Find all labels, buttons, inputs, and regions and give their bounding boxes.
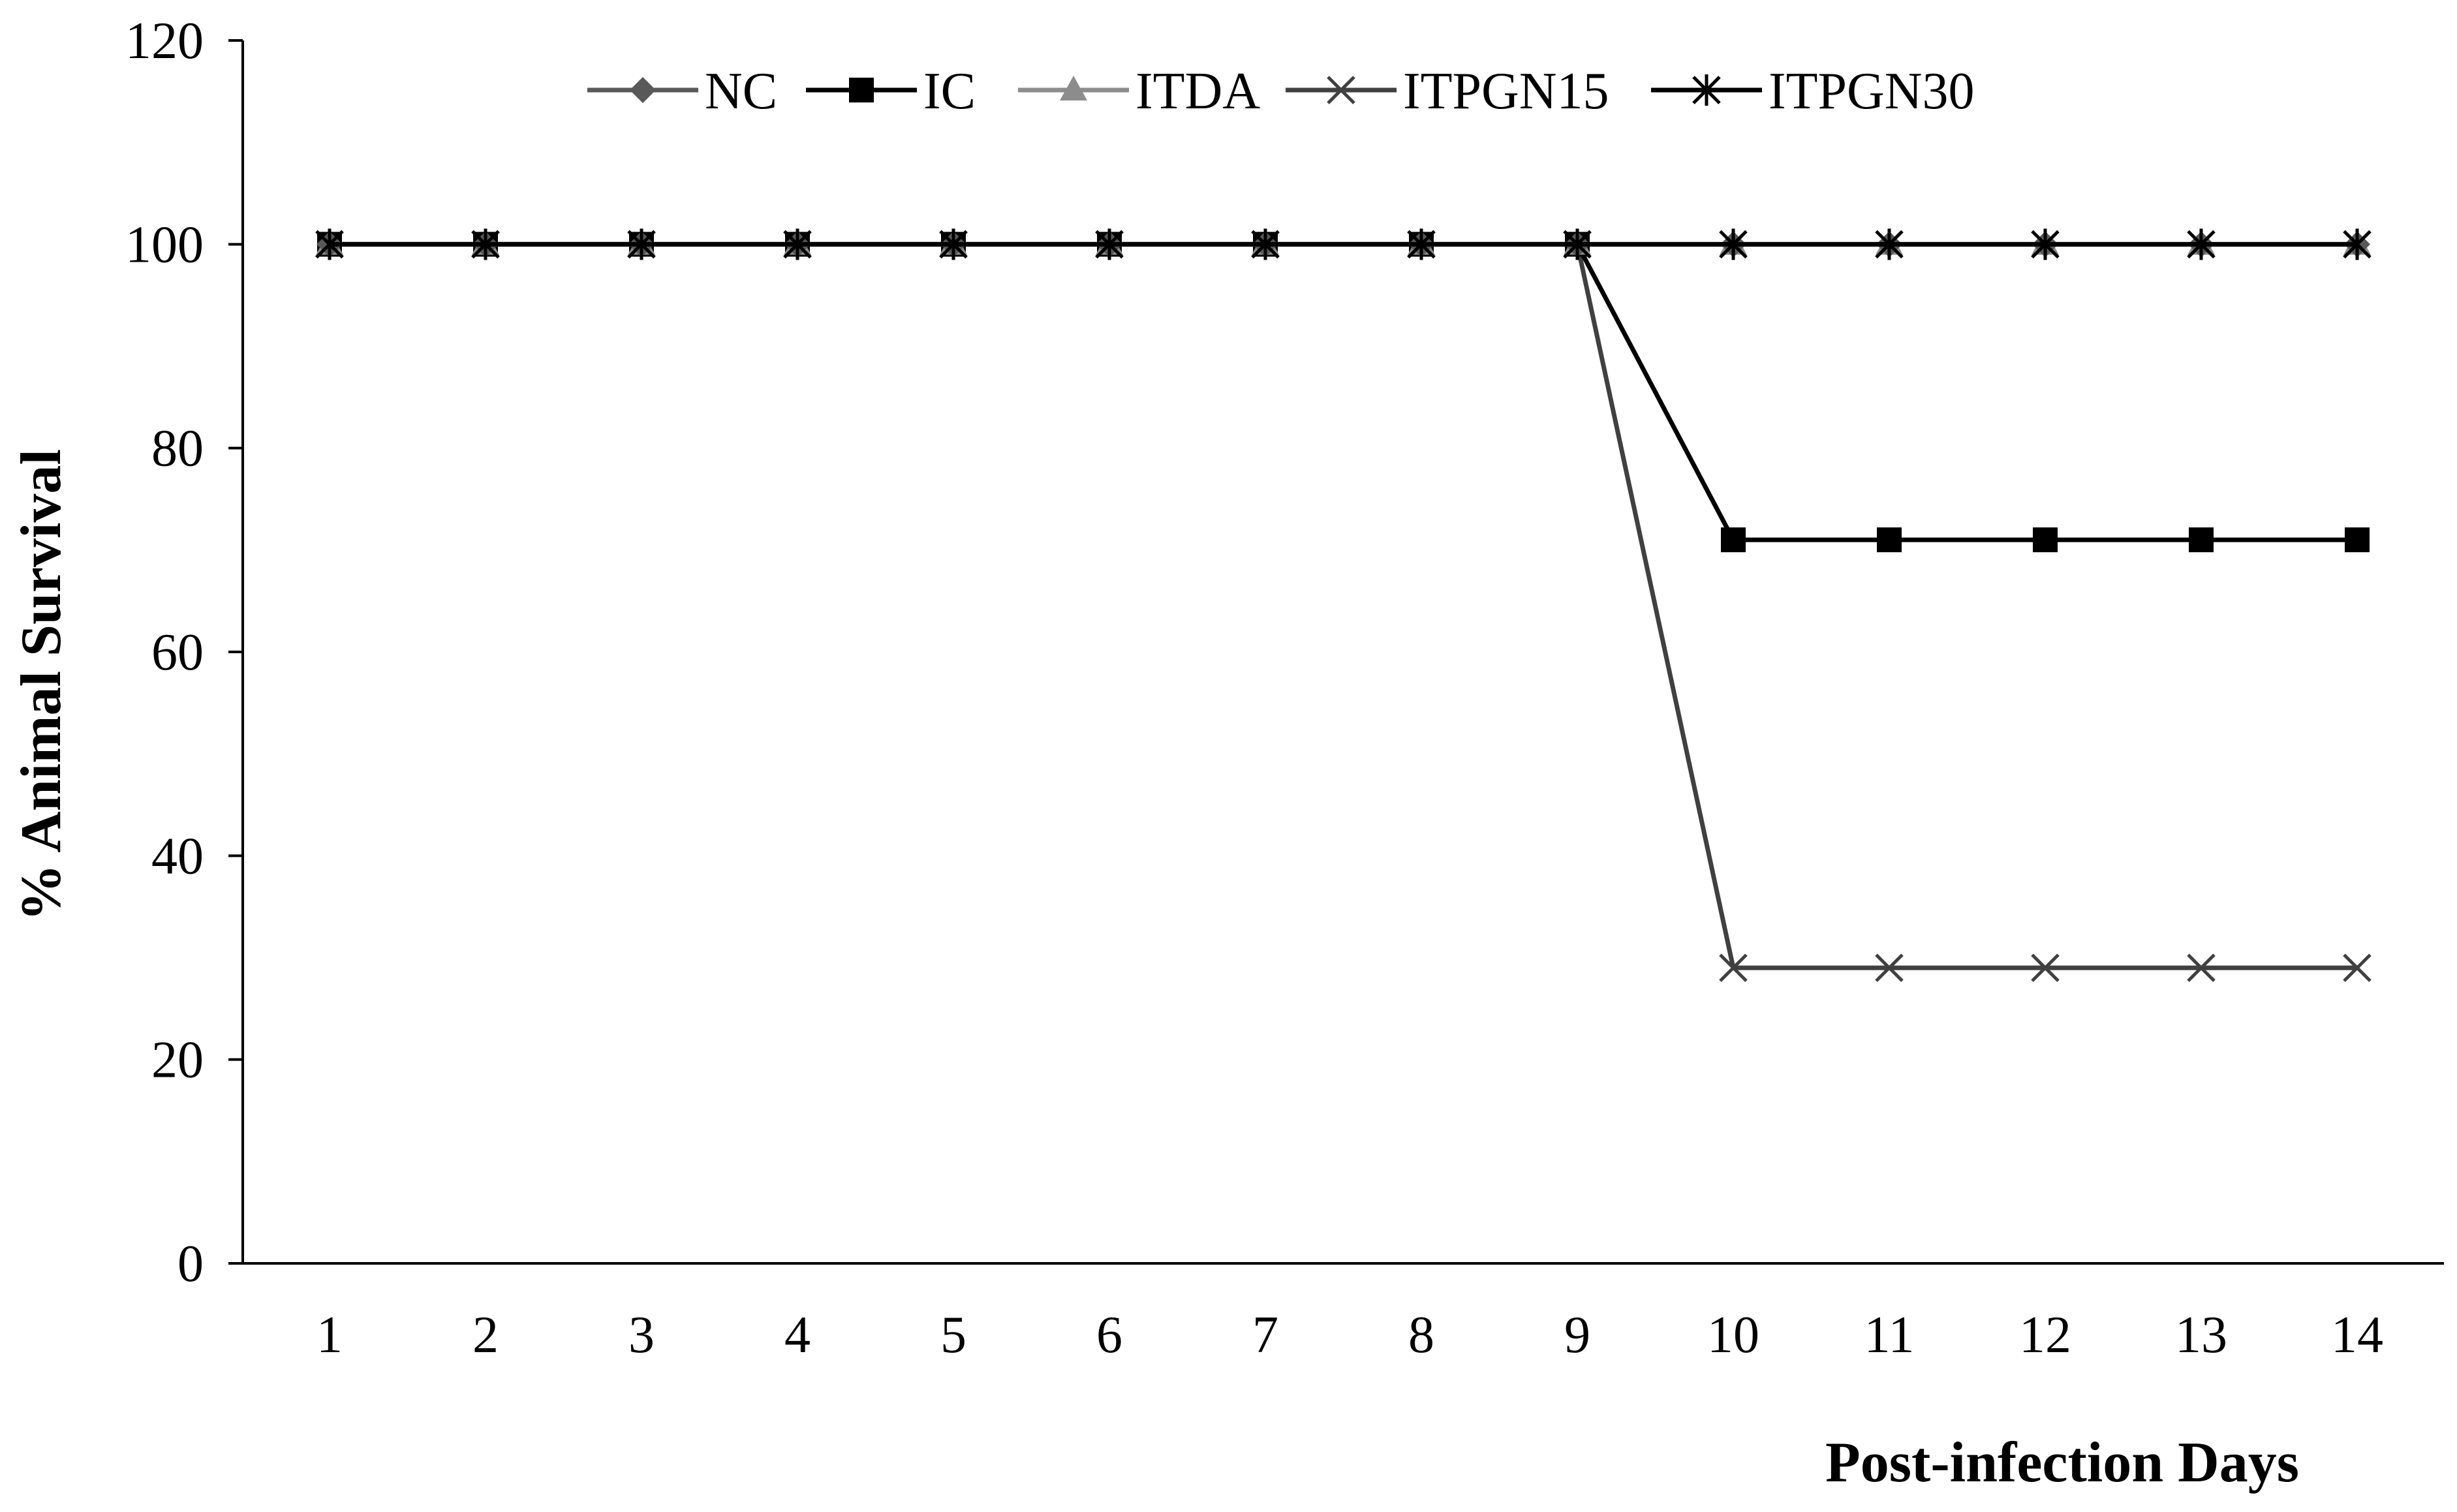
legend-label-itpgn15: ITPGN15 (1403, 63, 1609, 120)
data-point-itpgn30 (627, 228, 656, 260)
data-point-itpgn30 (471, 228, 500, 260)
legend-entry-itda: ITDA (1018, 63, 1260, 120)
x-tick-label: 1 (317, 1306, 343, 1364)
y-tick-label: 20 (151, 1032, 204, 1089)
x-tick-label: 3 (628, 1306, 655, 1364)
y-tick-label: 100 (125, 216, 204, 273)
x-tick-label: 10 (1707, 1306, 1759, 1364)
legend-label-itda: ITDA (1136, 63, 1260, 120)
data-point-ic (2189, 527, 2214, 553)
legend-marker-itda (1060, 76, 1087, 100)
y-tick-label: 120 (125, 12, 204, 70)
legend-entry-itpgn15: ITPGN15 (1286, 63, 1609, 120)
data-point-itpgn15 (2031, 953, 2060, 982)
y-axis-title: % Animal Survival (10, 449, 73, 921)
series-itpgn30 (315, 228, 2372, 260)
series-itpgn15 (315, 230, 2372, 982)
data-point-itpgn15 (1875, 953, 1904, 982)
data-point-itpgn30 (2031, 228, 2060, 260)
x-tick-label: 6 (1096, 1306, 1122, 1364)
series-line-itpgn15 (330, 241, 2357, 970)
data-point-ic (1721, 527, 1746, 553)
data-point-itpgn30 (1875, 228, 1904, 260)
y-tick-label: 40 (151, 827, 204, 885)
data-point-itpgn30 (1095, 228, 1124, 260)
data-point-itpgn30 (1407, 228, 1436, 260)
legend-label-nc: NC (705, 63, 777, 120)
data-point-itpgn15 (1719, 953, 1748, 982)
series-line-ic (330, 241, 2357, 542)
series-ic (317, 232, 2370, 553)
legend-entry-nc: NC (587, 63, 777, 120)
data-point-itpgn30 (1251, 228, 1280, 260)
x-tick-label: 12 (2019, 1306, 2071, 1364)
data-point-itpgn15 (2187, 953, 2216, 982)
legend-entry-itpgn30: ITPGN30 (1651, 63, 1975, 120)
data-point-ic (1877, 527, 1902, 553)
axes (228, 39, 2444, 1265)
data-point-itpgn30 (1563, 228, 1592, 260)
legend-marker-ic (849, 78, 874, 102)
x-tick-label: 14 (2331, 1306, 2383, 1364)
x-tick-label: 8 (1408, 1306, 1434, 1364)
data-point-itpgn30 (1719, 228, 1748, 260)
legend-marker-nc (630, 77, 656, 103)
x-tick-label: 7 (1252, 1306, 1278, 1364)
legend-label-itpgn30: ITPGN30 (1769, 63, 1975, 120)
x-tick-label: 5 (940, 1306, 966, 1364)
x-tick-label: 9 (1564, 1306, 1590, 1364)
x-axis-title: Post-infection Days (1825, 1431, 2299, 1494)
data-point-itpgn30 (939, 228, 968, 260)
legend-label-ic: IC (923, 63, 976, 120)
series-lines (315, 228, 2372, 982)
data-point-itpgn15 (2343, 953, 2372, 982)
x-tick-label: 13 (2175, 1306, 2227, 1364)
y-tick-label: 80 (151, 420, 204, 478)
legend-entry-ic: IC (806, 63, 976, 120)
data-point-ic (2033, 527, 2058, 553)
legend-marker-itpgn30 (1692, 74, 1721, 106)
x-tick-label: 2 (472, 1306, 499, 1364)
y-tick-label: 60 (151, 624, 204, 681)
x-tick-label: 11 (1864, 1306, 1914, 1364)
data-point-ic (2345, 527, 2370, 553)
y-tick-label: 0 (178, 1235, 204, 1293)
data-point-itpgn30 (2343, 228, 2372, 260)
data-point-itpgn30 (315, 228, 344, 260)
legend: NC IC ITDA ITPGN15 ITPGN30 (587, 63, 1975, 120)
x-tick-label: 4 (784, 1306, 811, 1364)
data-point-itpgn30 (783, 228, 812, 260)
data-point-itpgn30 (2187, 228, 2216, 260)
legend-marker-itpgn15 (1327, 76, 1355, 104)
